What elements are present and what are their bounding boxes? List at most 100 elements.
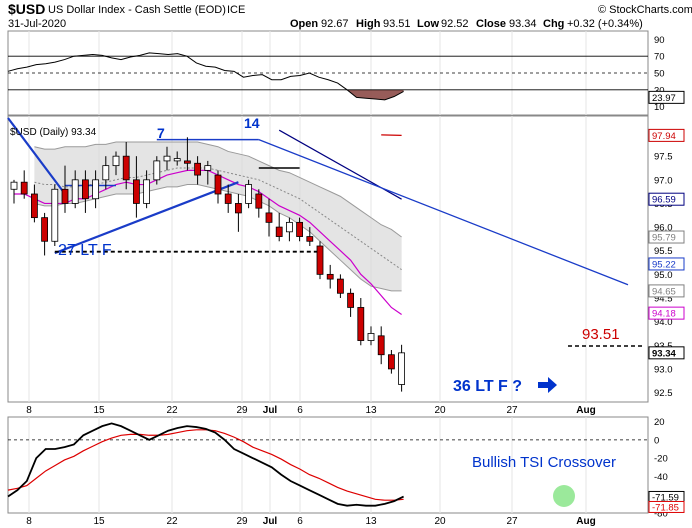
candle-body <box>347 292 355 308</box>
value-tag-box <box>648 284 685 298</box>
candle <box>214 170 222 204</box>
x-tick-label: Aug <box>576 405 595 416</box>
candle <box>10 179 18 204</box>
rsi-tick-label: 70 <box>654 52 665 63</box>
value-tag-box <box>648 257 685 271</box>
candle <box>265 198 273 237</box>
candle <box>51 184 59 246</box>
candle-body <box>183 160 191 164</box>
candle <box>102 156 110 190</box>
value-tag-label: 95.79 <box>652 233 676 244</box>
tsi-line <box>7 422 404 507</box>
candle <box>398 344 406 392</box>
high-label: High <box>356 18 381 30</box>
annotation-93-51: 93.51 <box>582 326 620 343</box>
value-tag-label: 23.97 <box>652 93 676 104</box>
rsi-tick-label: 90 <box>654 35 665 46</box>
tsi-panel <box>7 416 649 514</box>
value-tag-label: 94.18 <box>652 309 676 320</box>
candle <box>285 217 293 242</box>
x-tick-label: 6 <box>297 405 303 416</box>
candle <box>275 212 283 242</box>
uptrend-line <box>54 181 239 255</box>
rsi-tick-label: 50 <box>654 69 665 80</box>
price-value-tag: 96.59 <box>648 192 685 206</box>
candle-body <box>377 335 385 356</box>
x-tick-label-bottom: 6 <box>297 516 303 527</box>
tsi-tick-label: -40 <box>654 472 668 483</box>
candle <box>387 350 395 374</box>
candle-body <box>102 165 110 181</box>
candle-body <box>245 184 253 204</box>
value-tag-label: -71.59 <box>652 492 679 503</box>
x-tick-label-bottom: 13 <box>365 516 377 527</box>
candle-body <box>41 217 48 242</box>
high-value: 93.51 <box>383 18 411 30</box>
copyright-label: © StockCharts.com <box>598 4 692 16</box>
symbol-name: US Dollar Index - Cash Settle (EOD) <box>48 4 226 16</box>
candle-body <box>265 212 273 223</box>
candle <box>245 179 253 209</box>
symbol-title: $USD <box>8 1 45 17</box>
x-tick-label-bottom: Aug <box>576 516 595 527</box>
close-label: Close <box>476 18 506 30</box>
annotation-7: 7 <box>157 125 165 141</box>
x-axis-layer: 8 8 15 15 22 22 29 29 Jul Jul 6 6 13 13 20 20 27 27 Aug Aug <box>26 31 596 527</box>
candle-body <box>122 155 130 181</box>
rsi-tick-label: 30 <box>654 85 665 96</box>
tsi-signal-line <box>7 429 404 501</box>
candle-body <box>143 179 151 204</box>
tsi-crossover-annotation: Bullish TSI Crossover <box>472 454 616 471</box>
price-tick-label: 97.5 <box>654 152 673 163</box>
candle <box>336 274 344 298</box>
candle-body <box>357 307 365 341</box>
tsi-tick-label: -80 <box>654 509 668 520</box>
price-tick-label: 95.0 <box>654 270 673 281</box>
candle-body <box>336 278 344 294</box>
tsi-tick-label: 20 <box>654 417 665 428</box>
candle-body <box>132 179 140 204</box>
candle-body <box>92 179 99 200</box>
value-tag-box <box>648 128 685 142</box>
candle <box>30 184 38 223</box>
candle <box>326 264 334 289</box>
x-tick-label-bottom: 8 <box>26 516 32 527</box>
value-tag-box <box>648 90 685 104</box>
annotation-14: 14 <box>244 115 260 131</box>
ohlc-readout: Open 92.67 High 93.51 Low 92.52 Close 93… <box>290 18 643 30</box>
price-tick-label: 95.5 <box>654 246 673 257</box>
value-tag-label: 96.59 <box>652 195 676 206</box>
candle <box>173 151 181 166</box>
value-tag-box <box>648 192 685 206</box>
candle <box>357 298 365 346</box>
downtrend-line-left <box>7 117 66 195</box>
open-label: Open <box>290 18 318 30</box>
value-tag-box <box>648 500 685 513</box>
candle <box>204 160 212 185</box>
candle <box>71 170 79 209</box>
candle <box>132 156 140 218</box>
chart-header: $USD US Dollar Index - Cash Settle (EOD)… <box>8 1 692 30</box>
candle-body <box>51 188 59 242</box>
candle <box>112 151 120 176</box>
candle <box>194 156 202 185</box>
price-series-label: $USD (Daily) 93.34 <box>10 127 97 138</box>
candle-body <box>10 181 18 190</box>
candle <box>61 165 69 213</box>
x-tick-label: 13 <box>365 405 377 416</box>
candle <box>255 189 263 218</box>
price-tick-label: 93.5 <box>654 341 673 352</box>
price-value-tag: 94.18 <box>648 306 685 320</box>
candle <box>41 212 48 256</box>
candle <box>347 288 355 317</box>
tsi-value-tag: -71.85 <box>648 500 685 513</box>
candle <box>367 326 375 346</box>
price-tick-label: 92.5 <box>654 388 673 399</box>
candle-body <box>204 165 212 171</box>
candle-body <box>326 273 334 280</box>
candle-body <box>316 245 324 275</box>
x-tick-label-bottom: 20 <box>434 516 446 527</box>
chart-date: 31-Jul-2020 <box>8 18 66 30</box>
candle <box>20 170 28 199</box>
candle-body <box>367 333 375 341</box>
